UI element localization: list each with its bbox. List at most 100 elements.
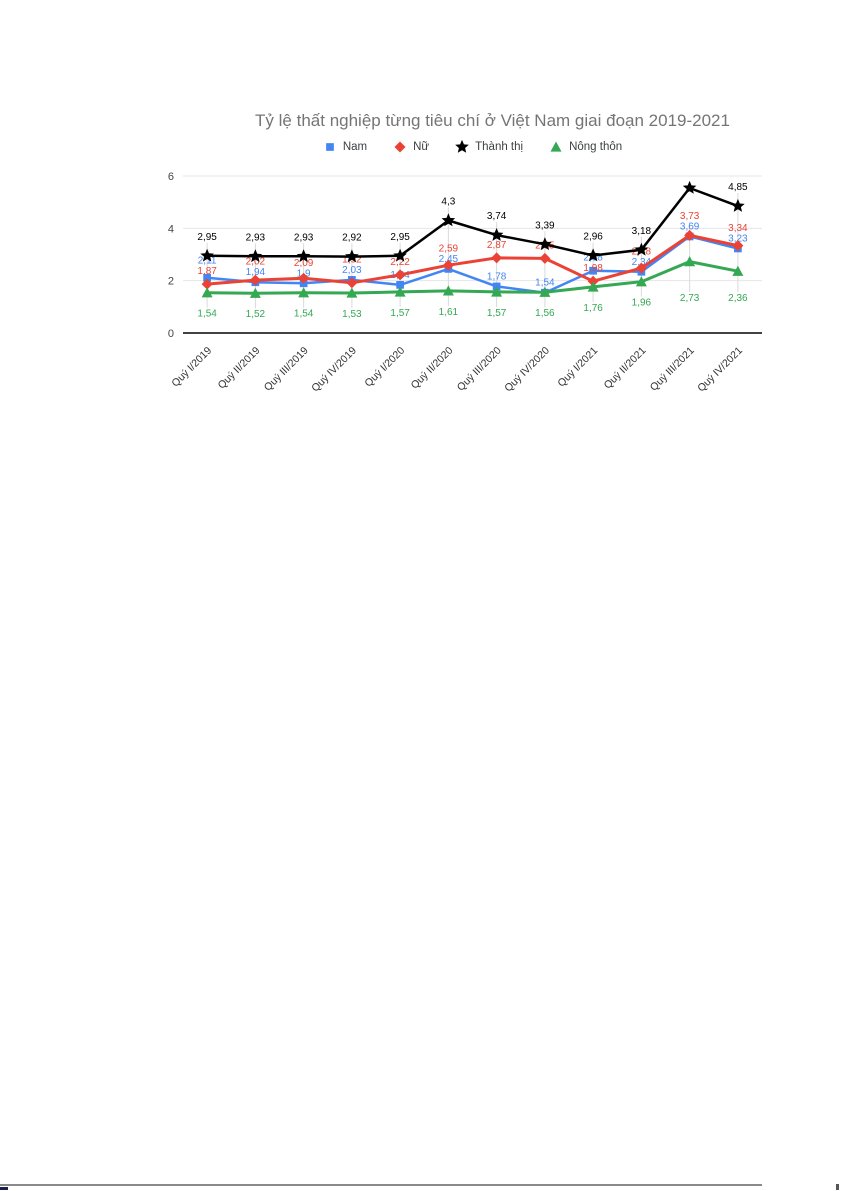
triangle-marker-icon (491, 286, 503, 297)
star-marker-icon (296, 249, 311, 263)
data-label-nam: 3,69 (680, 221, 700, 232)
thanh-thi-legend-marker-icon (455, 140, 469, 153)
diamond-marker-icon (201, 278, 213, 290)
triangle-marker-icon (732, 265, 744, 276)
data-label-nong-thon: 1,96 (632, 298, 652, 309)
diamond-marker-icon (587, 275, 599, 287)
data-label-nu: 3,34 (728, 223, 748, 234)
triangle-marker-icon (587, 281, 599, 292)
diamond-marker-icon (539, 252, 551, 264)
series-line-nam (206, 235, 739, 294)
x-axis-tick-label: Quý IV/2021 (695, 345, 745, 395)
x-axis-tick-label: Quý II/2021 (602, 345, 649, 392)
legend-item-nam: Nam (323, 140, 367, 154)
data-label-nong-thon: 1,54 (294, 309, 314, 320)
series-line-nong-thon (207, 260, 739, 295)
diamond-marker-icon (491, 252, 503, 264)
chart-title: Tỷ lệ thất nghiệp từng tiêu chí ở Việt N… (255, 111, 730, 130)
x-axis-tick-label: Quý II/2019 (216, 345, 263, 392)
series-line-thanh-thi (207, 186, 739, 258)
star-marker-icon (345, 249, 359, 263)
y-axis-tick-label: 6 (168, 171, 174, 183)
star-marker-icon (634, 242, 649, 256)
diamond-marker-icon (635, 262, 647, 274)
data-label-nam: 2,03 (342, 265, 362, 276)
data-label-thanh-thi: 2,95 (390, 232, 410, 243)
x-axis-labels: Quý I/2019 Quý II/2019 Quý III/2019 Quý IV/… (169, 345, 745, 395)
star-marker-icon (682, 180, 697, 194)
star-marker-icon (248, 249, 263, 263)
data-label-nam: 2,34 (632, 257, 652, 268)
diamond-marker-icon (346, 277, 358, 289)
data-label-thanh-thi: 2,93 (246, 232, 266, 243)
data-label-nam: 1,94 (246, 267, 266, 278)
square-marker-icon (325, 143, 334, 151)
triangle-marker-icon (346, 287, 358, 298)
diamond-marker-icon (394, 269, 406, 281)
data-label-thanh-thi: 2,92 (342, 233, 362, 244)
star-marker-icon (393, 248, 407, 262)
data-label-nong-thon: 2,73 (680, 293, 700, 304)
series-thanh-thi: 2,95 2,93 2,93 2,92 2,95 4,3 3,74 3,39 2,96 3,18 4… (197, 180, 748, 263)
data-label-nong-thon: 1,57 (487, 308, 507, 319)
data-label-thanh-thi: 3,39 (535, 220, 555, 231)
data-label-nu: 1,98 (583, 263, 603, 274)
x-axis-tick-label: Quý I/2020 (362, 345, 407, 390)
data-label-nu: 2,59 (439, 243, 459, 254)
y-axis-tick-label: 2 (168, 276, 174, 288)
page-corner-mark-left (0, 1187, 8, 1190)
data-label-nu: 1,87 (197, 266, 217, 277)
legend-label-nong-thon: Nông thôn (569, 141, 623, 153)
legend-label-nu: Nữ (413, 141, 430, 153)
square-marker-icon (396, 281, 404, 289)
data-label-nu: 3,73 (680, 211, 700, 222)
legend-label-nam: Nam (342, 141, 368, 153)
y-axis-tick-label: 4 (168, 223, 174, 235)
data-label-thanh-thi: 2,96 (583, 232, 603, 243)
data-label-nu: 2,22 (390, 257, 410, 268)
diamond-marker-icon (394, 141, 406, 153)
data-label-nong-thon: 1,57 (390, 308, 410, 319)
data-label-nong-thon: 1,54 (197, 309, 217, 320)
nong-thon-legend-marker-icon (550, 141, 562, 152)
data-label-nam: 2,45 (439, 254, 459, 265)
legend-item-nong-thon: Nông thôn (549, 140, 622, 154)
triangle-marker-icon (394, 286, 406, 297)
nam-legend-marker-icon (325, 143, 334, 151)
x-axis-tick-label: Quý III/2021 (648, 345, 697, 394)
data-label-nu: 2,02 (246, 257, 266, 268)
page-bottom-edge (0, 1184, 762, 1186)
data-label-nam: 1,54 (535, 278, 555, 289)
triangle-marker-icon (684, 256, 696, 267)
x-axis-tick-label: Quý III/2020 (455, 345, 504, 394)
data-label-thanh-thi: 3,74 (487, 211, 507, 222)
series-line-nu (206, 233, 739, 286)
data-label-nu: 2,09 (294, 258, 314, 269)
diamond-marker-icon (249, 274, 261, 286)
chart-legend: Nam Nữ Thành thị Nông thôn (183, 140, 762, 154)
data-label-nam: 3,23 (728, 233, 748, 244)
diamond-marker-icon (684, 229, 696, 241)
series-nam: 2,111,941,92,031,842,451,781,542,382,343… (198, 221, 748, 297)
triangle-marker-icon (550, 141, 562, 152)
data-label-nong-thon: 1,76 (583, 303, 603, 314)
data-label-nam: 2,11 (198, 256, 217, 267)
diamond-marker-icon (298, 272, 310, 284)
data-label-nong-thon: 2,36 (728, 293, 748, 304)
data-label-nam: 1,78 (487, 271, 507, 282)
star-marker-icon (586, 248, 600, 262)
data-label-thanh-thi: 4,85 (728, 182, 748, 193)
x-axis-tick-label: Quý IV/2020 (502, 345, 552, 395)
star-marker-icon (731, 198, 745, 212)
triangle-marker-icon (635, 276, 647, 287)
data-label-thanh-thi: 2,93 (294, 232, 314, 243)
series-nong-thon: 1,54 1,52 1,54 1,53 1,57 1,61 1,57 1,56 1,76 1,96… (197, 256, 748, 320)
triangle-marker-icon (539, 286, 551, 297)
diamond-marker-icon (732, 240, 744, 252)
x-axis-tick-label: Quý III/2019 (262, 345, 311, 394)
star-marker-icon (489, 228, 504, 241)
star-marker-icon (455, 140, 469, 153)
x-axis-tick-label: Quý I/2019 (169, 345, 214, 390)
